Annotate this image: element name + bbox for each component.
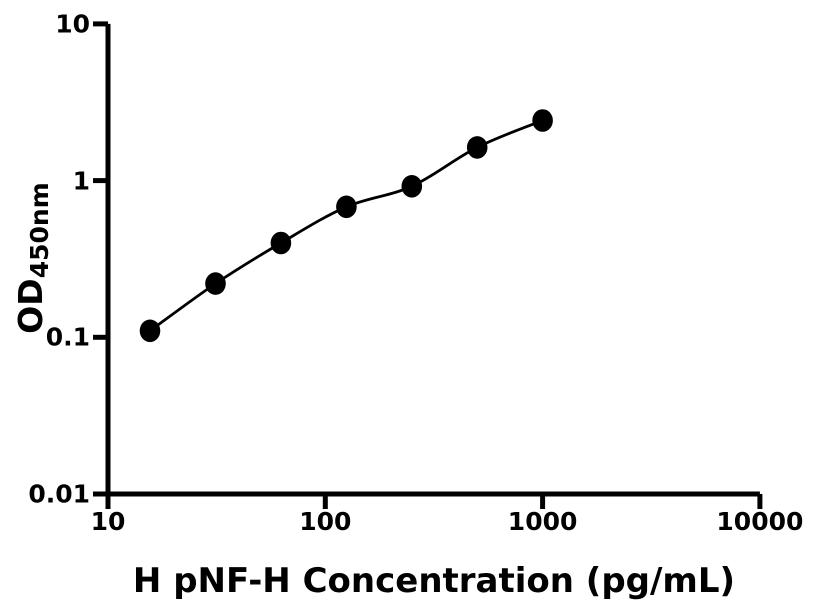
y-tick-label-0-01: 0.01	[28, 479, 90, 509]
y-tick-label-0-1: 0.1	[45, 322, 90, 352]
data-point-marker	[532, 109, 553, 132]
x-tick-label-10000: 10000	[716, 507, 804, 536]
y-axis-title-subscript: 450nm	[25, 182, 54, 279]
x-tick-label-100: 100	[299, 507, 352, 536]
data-point-marker	[205, 272, 226, 295]
y-tick-label-10: 10	[55, 9, 90, 39]
x-axis-title: H pNF-H Concentration (pg/mL)	[132, 561, 736, 601]
data-point-marker	[270, 231, 292, 255]
axis-spines	[105, 23, 760, 497]
x-tick-label-10: 10	[90, 507, 126, 536]
data-point-marker	[401, 175, 423, 198]
x-tick-label-1000: 1000	[507, 507, 578, 536]
data-point-marker	[139, 319, 161, 343]
y-axis-title: OD450nm	[11, 182, 54, 334]
y-tick-label-1: 1	[72, 166, 90, 196]
y-axis-title-main: OD	[11, 278, 50, 334]
data-point-marker	[336, 195, 357, 219]
data-point-marker	[466, 136, 488, 159]
